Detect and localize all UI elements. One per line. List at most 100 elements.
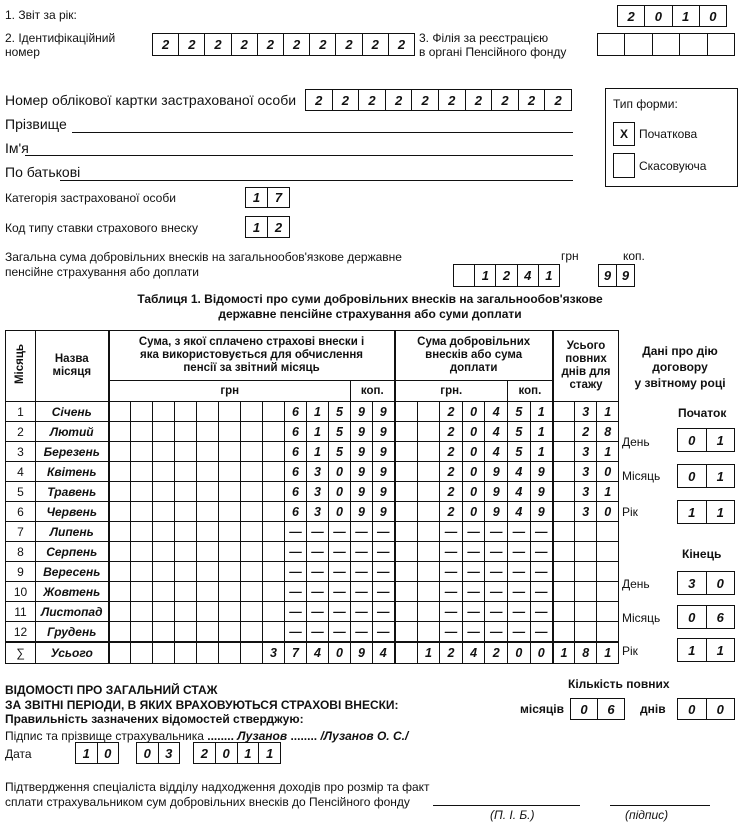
sum-grn-cell[interactable]	[152, 401, 175, 422]
sum-grn-cell[interactable]	[240, 481, 263, 502]
vol-grn-cell[interactable]: —	[439, 541, 463, 562]
vol-grn-cell[interactable]: 0	[461, 501, 486, 522]
sum-grn-cell[interactable]	[218, 621, 241, 643]
vol-grn-cell[interactable]: —	[461, 541, 486, 562]
sum-grn-cell[interactable]	[240, 501, 263, 522]
sum-grn-cell[interactable]	[240, 541, 263, 562]
sum-grn-cell[interactable]	[240, 621, 263, 643]
sum-grn-cell[interactable]: 3	[306, 481, 329, 502]
sum-grn-cell[interactable]	[107, 641, 131, 664]
vol-grn-cell[interactable]	[393, 501, 418, 522]
sum-grn-cell[interactable]	[130, 421, 153, 442]
vol-grn-cell[interactable]	[393, 521, 418, 542]
sum-kop-cell[interactable]: 9	[371, 481, 396, 502]
sum-grn-cell[interactable]	[262, 441, 285, 462]
sum-grn-cell[interactable]: —	[328, 581, 351, 602]
sum-grn-cell[interactable]	[218, 441, 241, 462]
vol-kop-cell[interactable]: —	[507, 621, 531, 643]
sum-kop-cell[interactable]: 9	[350, 641, 373, 664]
sum-grn-cell[interactable]: —	[306, 561, 329, 582]
sum-grn-cell[interactable]: 3	[306, 461, 329, 482]
sum-grn-cell[interactable]: 5	[328, 401, 351, 422]
sum-grn-cell[interactable]	[107, 561, 131, 582]
sum-grn-cell[interactable]	[218, 581, 241, 602]
sum-grn-cell[interactable]: —	[328, 621, 351, 643]
sum-grn-cell[interactable]	[196, 541, 219, 562]
sum-grn-cell[interactable]	[130, 461, 153, 482]
vol-grn-cell[interactable]	[393, 461, 418, 482]
vol-grn-cell[interactable]: —	[461, 621, 486, 643]
sum-kop-cell[interactable]: —	[350, 541, 373, 562]
sum-grn-cell[interactable]: —	[284, 601, 307, 622]
sum-grn-cell[interactable]	[107, 481, 131, 502]
vol-kop-cell[interactable]: 4	[507, 481, 531, 502]
vol-grn-cell[interactable]	[416, 541, 441, 562]
vol-grn-cell[interactable]: —	[461, 521, 486, 542]
sum-grn-cell[interactable]: —	[284, 621, 307, 643]
days-cell[interactable]	[574, 581, 598, 602]
sum-grn-cell[interactable]	[196, 581, 219, 602]
days-cell[interactable]	[551, 501, 576, 522]
sum-kop-cell[interactable]: 9	[371, 401, 396, 422]
vol-grn-cell[interactable]: 2	[439, 421, 463, 442]
sum-grn-cell[interactable]	[218, 521, 241, 542]
sum-kop-cell[interactable]: 9	[350, 401, 373, 422]
vol-grn-cell[interactable]	[416, 621, 441, 643]
sum-grn-cell[interactable]: 6	[284, 461, 307, 482]
sum-grn-cell[interactable]	[152, 541, 175, 562]
vol-kop-cell[interactable]: —	[507, 541, 531, 562]
vol-grn-cell[interactable]	[416, 561, 441, 582]
sum-grn-cell[interactable]: 6	[284, 401, 307, 422]
days-cell[interactable]: 1	[596, 401, 620, 422]
vol-grn-cell[interactable]: 9	[484, 501, 509, 522]
vol-kop-cell[interactable]: 1	[529, 401, 554, 422]
sum-grn-cell[interactable]	[174, 601, 197, 622]
sum-grn-cell[interactable]	[262, 501, 285, 522]
days-cell[interactable]	[551, 401, 576, 422]
days-cell[interactable]	[551, 461, 576, 482]
sum-kop-cell[interactable]: —	[371, 621, 396, 643]
vol-kop-cell[interactable]: —	[507, 561, 531, 582]
vol-grn-cell[interactable]: 9	[484, 481, 509, 502]
sum-grn-cell[interactable]: 0	[328, 481, 351, 502]
vol-kop-cell[interactable]: 0	[529, 641, 554, 664]
vol-grn-cell[interactable]: —	[484, 541, 509, 562]
sum-kop-cell[interactable]: —	[350, 521, 373, 542]
cancel-checkbox[interactable]	[613, 153, 635, 178]
sum-grn-cell[interactable]	[130, 521, 153, 542]
sum-grn-cell[interactable]: —	[306, 621, 329, 643]
sum-grn-cell[interactable]	[196, 521, 219, 542]
sum-grn-cell[interactable]	[107, 441, 131, 462]
vol-grn-cell[interactable]	[416, 521, 441, 542]
vol-grn-cell[interactable]: —	[439, 521, 463, 542]
sum-kop-cell[interactable]: —	[371, 541, 396, 562]
sum-grn-cell[interactable]	[174, 541, 197, 562]
vol-grn-cell[interactable]	[393, 401, 418, 422]
sum-grn-cell[interactable]	[218, 481, 241, 502]
days-cell[interactable]: 3	[574, 481, 598, 502]
sum-grn-cell[interactable]: —	[328, 541, 351, 562]
sum-grn-cell[interactable]	[262, 621, 285, 643]
sum-grn-cell[interactable]	[107, 421, 131, 442]
sum-grn-cell[interactable]	[218, 501, 241, 522]
sum-grn-cell[interactable]	[152, 581, 175, 602]
sum-grn-cell[interactable]	[262, 421, 285, 442]
sum-grn-cell[interactable]	[174, 521, 197, 542]
sum-grn-cell[interactable]: 0	[328, 641, 351, 664]
sum-grn-cell[interactable]: 5	[328, 421, 351, 442]
sum-grn-cell[interactable]	[196, 561, 219, 582]
vol-kop-cell[interactable]: 5	[507, 421, 531, 442]
sum-grn-cell[interactable]: —	[306, 521, 329, 542]
sum-kop-cell[interactable]: 9	[350, 461, 373, 482]
days-cell[interactable]: 3	[574, 501, 598, 522]
sum-grn-cell[interactable]	[240, 581, 263, 602]
sum-kop-cell[interactable]: —	[350, 561, 373, 582]
days-cell[interactable]	[551, 441, 576, 462]
vol-kop-cell[interactable]: 1	[529, 441, 554, 462]
sum-grn-cell[interactable]: —	[306, 601, 329, 622]
sum-grn-cell[interactable]: 6	[284, 421, 307, 442]
sum-grn-cell[interactable]	[107, 581, 131, 602]
